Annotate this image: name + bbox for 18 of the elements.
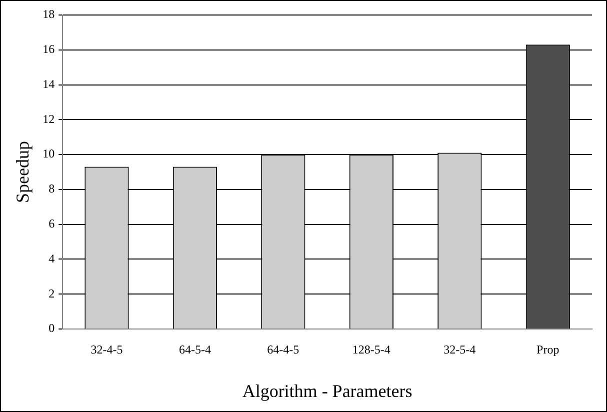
- y-tick-label: 2: [48, 286, 55, 300]
- x-tick-label: 64-5-4: [178, 342, 211, 356]
- x-tick-label: Prop: [536, 342, 560, 356]
- x-tick-label: 64-4-5: [267, 342, 300, 356]
- y-tick-label: 18: [42, 7, 55, 22]
- y-tick-label: 16: [42, 42, 55, 56]
- y-tick-label: 8: [48, 182, 55, 196]
- y-tick-label: 12: [42, 112, 55, 126]
- x-tick-label: 128-5-4: [352, 342, 390, 356]
- y-tick-label: 10: [42, 146, 55, 161]
- x-tick-label: 32-4-5: [90, 342, 123, 356]
- y-axis-title: Speedup: [12, 141, 33, 203]
- x-axis-title: Algorithm - Parameters: [242, 380, 412, 401]
- y-tick-label: 4: [48, 251, 55, 266]
- x-tick-label: 32-5-4: [444, 342, 476, 356]
- y-tick-label: 14: [42, 76, 55, 91]
- y-tick-label: 6: [48, 216, 55, 230]
- y-tick-label: 0: [48, 321, 55, 336]
